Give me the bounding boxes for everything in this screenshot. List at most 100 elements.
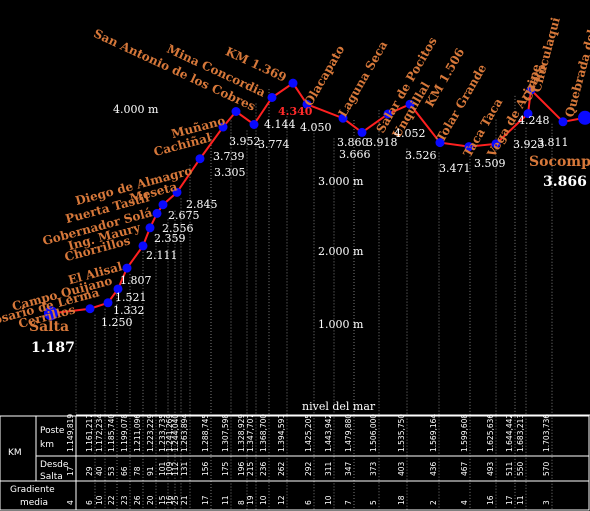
gradient-cell: 21 <box>180 495 189 505</box>
grid-layer: 1.000 m 2.000 m 3.000 m 4.000 m nivel del ma… <box>75 89 590 510</box>
gradient-cell: 2 <box>429 500 438 505</box>
poste-km-cell: 1.425,205 <box>304 414 313 452</box>
altitude-value-label: 1.250 <box>101 316 133 329</box>
altitude-value-label: 3.860 <box>337 136 369 149</box>
gradient-cell: 11 <box>516 495 525 505</box>
gradient-cell: 26 <box>133 495 142 505</box>
altitude-value-label: 4.144 <box>264 118 296 131</box>
poste-km-cell: 1.535,750 <box>397 414 406 452</box>
station-marker <box>195 154 205 164</box>
poste-km-cell: 1.185,740 <box>107 414 116 452</box>
gradient-cell: 19 <box>246 495 255 505</box>
poste-km-cell: 1.149,819 <box>66 414 75 452</box>
altitude-value-label: 3.952 <box>229 135 261 148</box>
altitude-value-label: 2.111 <box>146 249 178 262</box>
desde-salta-cell: 467 <box>460 461 469 476</box>
desde-salta-cell: 91 <box>146 466 155 476</box>
altitude-value-label: 3.509 <box>474 157 506 170</box>
altitude-value-label: 3.666 <box>339 148 371 161</box>
altitude-value-label: 4.050 <box>300 121 332 134</box>
gradient-cell: 8 <box>237 500 246 505</box>
altitude-value-label: 1.807 <box>120 274 152 287</box>
gradient-cell: 16 <box>165 495 174 505</box>
altitude-value-label: 3.526 <box>405 149 437 162</box>
poste-km-cell: 1.394,591 <box>277 414 286 452</box>
data-table: KM Poste km Desde Salta Gradiente media 1.149,8… <box>0 414 590 511</box>
table-row1-label: km <box>40 440 54 450</box>
station-marker <box>526 85 536 95</box>
station-marker <box>578 110 590 125</box>
reference-altitude-label: 2.000 m <box>318 245 364 258</box>
poste-km-cell: 1.569,164 <box>429 414 438 452</box>
poste-km-cell: 1.161,217 <box>85 414 94 452</box>
gradient-cell: 20 <box>146 495 155 505</box>
desde-salta-cell: 493 <box>486 461 495 476</box>
poste-km-cell: 1.199,078 <box>120 414 129 452</box>
station-marker <box>302 99 312 109</box>
gradient-cell: 7 <box>344 500 353 505</box>
poste-km-cell: 1.443,942 <box>324 414 333 452</box>
station-marker <box>405 99 415 109</box>
altitude-value-label: 1.521 <box>115 291 147 304</box>
station-marker <box>145 223 155 233</box>
altitude-value-label: 3.471 <box>439 162 471 175</box>
station-marker <box>44 306 58 321</box>
station-label: Salta <box>29 319 69 335</box>
station-marker <box>464 142 474 152</box>
table-row2-label: Salta <box>40 472 63 482</box>
station-marker <box>558 117 568 127</box>
desde-salta-cell: 292 <box>304 461 313 476</box>
station-marker <box>523 109 533 119</box>
desde-salta-cell: 175 <box>221 461 230 476</box>
table-frame <box>0 415 590 511</box>
poste-km-cell: 1.703,736 <box>542 414 551 452</box>
desde-salta-cell: 66 <box>120 466 129 476</box>
poste-km-cell: 1.644,442 <box>505 414 514 452</box>
poste-km-cell: 1.328,929 <box>237 414 246 452</box>
altitude-value-label: 2.359 <box>154 232 186 245</box>
poste-km-cell: 1.683,213 <box>516 414 525 452</box>
poste-km-cell: 1.211,096 <box>133 414 142 452</box>
desde-salta-cell: 436 <box>429 461 438 476</box>
table-row2-label: Desde <box>40 460 69 470</box>
gradient-cell: 10 <box>259 495 268 505</box>
poste-km-cell: 1.288,745 <box>201 414 210 452</box>
altitude-value-label: 4.248 <box>518 114 550 127</box>
station-marker <box>113 284 123 294</box>
station-marker <box>435 138 445 148</box>
desde-salta-cell: 550 <box>516 461 525 476</box>
station-marker <box>383 109 393 119</box>
poste-km-cell: 1.347,707 <box>246 414 255 452</box>
table-group-label: KM <box>8 448 22 458</box>
altitude-value-label: 2.556 <box>162 222 194 235</box>
desde-salta-cell: 109 <box>165 461 174 476</box>
station-marker <box>491 139 501 149</box>
gradient-cell: 10 <box>95 495 104 505</box>
markers-layer <box>44 78 590 321</box>
desde-salta-cell: 403 <box>397 461 406 476</box>
gradient-cell: 10 <box>324 495 333 505</box>
desde-salta-cell: 40 <box>95 466 104 476</box>
gradient-cell: 17 <box>201 495 210 505</box>
poste-km-cell: 1.625,636 <box>486 414 495 452</box>
altitude-value-label: 3.918 <box>366 136 398 149</box>
station-marker <box>267 92 277 102</box>
station-marker <box>103 298 113 308</box>
poste-km-cell: 1.479,880 <box>344 414 353 452</box>
table-row1-label: Poste <box>40 426 65 436</box>
station-marker <box>152 208 162 218</box>
reference-altitude-label: 4.000 m <box>113 103 159 116</box>
poste-km-cell: 1.307,598 <box>221 414 230 452</box>
poste-km-cell: 1.233,735 <box>158 414 167 452</box>
desde-salta-cell: 131 <box>180 461 189 476</box>
station-label: Quebrada del Agua <box>562 0 590 119</box>
desde-salta-cell: 78 <box>133 466 142 476</box>
poste-km-cell: 1.599,608 <box>460 414 469 452</box>
reference-altitude-label: 1.000 m <box>318 318 364 331</box>
gradient-cell: 16 <box>486 495 495 505</box>
desde-salta-cell: 511 <box>505 461 514 476</box>
gradient-cell: 15 <box>158 495 167 505</box>
desde-salta-cell: 156 <box>201 461 210 476</box>
